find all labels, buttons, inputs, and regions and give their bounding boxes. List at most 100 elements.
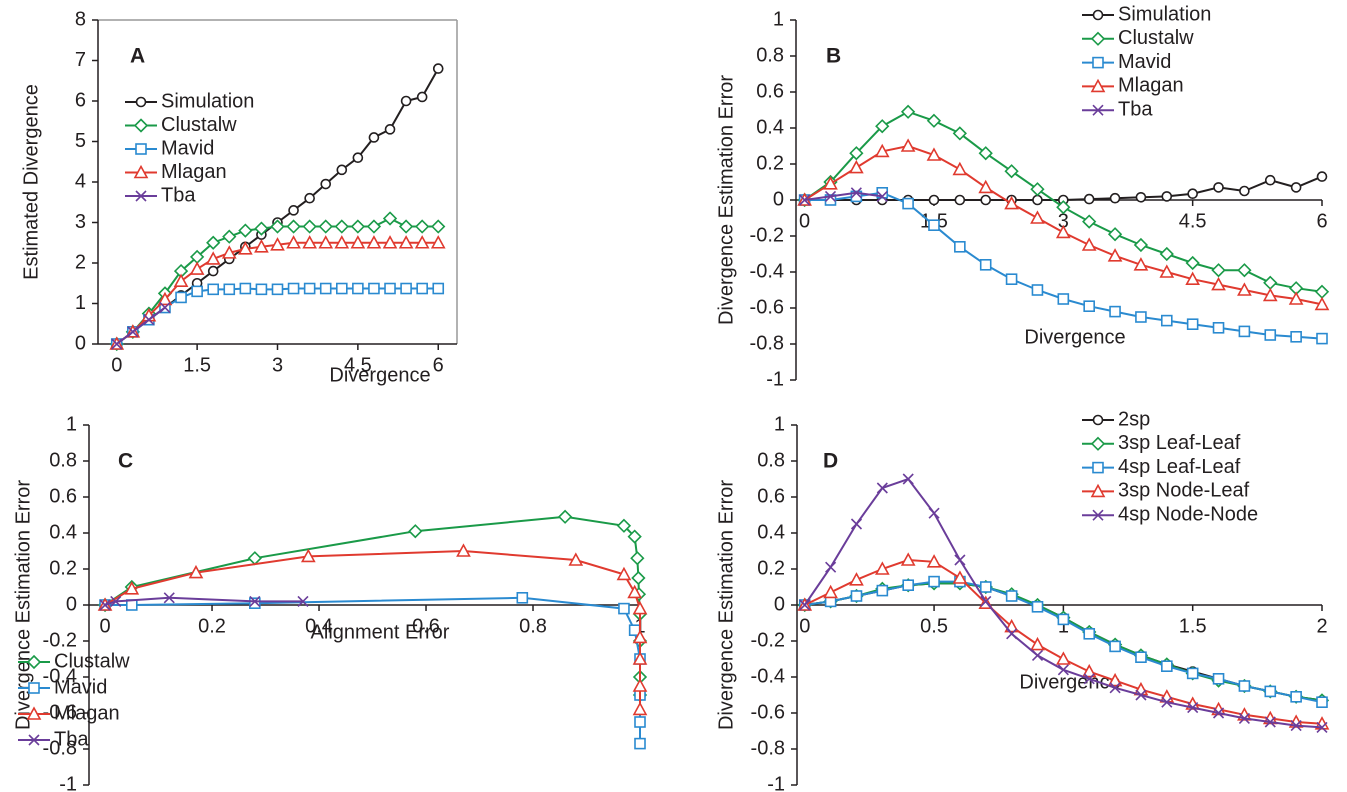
y-tick-label: 0.4 bbox=[756, 116, 784, 138]
legend-label: 3sp Leaf-Leaf bbox=[1118, 432, 1241, 454]
data-point bbox=[1006, 628, 1018, 640]
data-point bbox=[188, 564, 204, 579]
legend-label: Mavid bbox=[54, 676, 107, 698]
data-point bbox=[1135, 192, 1147, 203]
data-point bbox=[350, 219, 366, 234]
data-point bbox=[1031, 600, 1044, 613]
data-point bbox=[320, 178, 332, 190]
x-tick-label: 4.5 bbox=[344, 354, 372, 376]
data-point bbox=[382, 211, 398, 226]
data-point bbox=[431, 219, 446, 234]
data-point bbox=[978, 179, 994, 194]
data-point bbox=[1005, 273, 1018, 286]
data-point bbox=[618, 602, 630, 615]
data-point bbox=[207, 283, 220, 296]
data-point bbox=[1211, 276, 1226, 291]
data-point bbox=[1290, 690, 1302, 703]
data-point bbox=[1187, 188, 1198, 199]
data-point bbox=[1135, 311, 1147, 323]
data-point bbox=[206, 235, 221, 250]
data-point bbox=[173, 273, 189, 288]
data-point bbox=[1056, 200, 1071, 215]
y-tick-label: -0.8 bbox=[750, 332, 784, 354]
data-point bbox=[1004, 195, 1019, 210]
y-tick-label: -0.6 bbox=[751, 701, 785, 723]
y-tick-label: 2 bbox=[75, 251, 86, 273]
y-tick-label: 1 bbox=[773, 8, 784, 30]
x-tick-label: 1.5 bbox=[1179, 615, 1207, 637]
data-point bbox=[270, 237, 285, 251]
x-tick-label: 6 bbox=[433, 354, 444, 376]
legend-label: 4sp Node-Node bbox=[1118, 503, 1258, 525]
data-point bbox=[1237, 263, 1252, 278]
y-tick-label: -1 bbox=[59, 773, 77, 792]
data-point bbox=[1107, 672, 1123, 687]
data-point bbox=[954, 554, 966, 566]
data-point bbox=[302, 235, 317, 249]
legend-label: Clustalw bbox=[161, 114, 237, 136]
data-point bbox=[979, 581, 992, 593]
data-point bbox=[1161, 696, 1173, 708]
data-point bbox=[952, 570, 968, 584]
data-point bbox=[1314, 296, 1330, 311]
legend-marker bbox=[28, 734, 40, 746]
data-point bbox=[1032, 194, 1043, 206]
data-point bbox=[1083, 673, 1095, 685]
data-point bbox=[287, 282, 300, 295]
x-tick-label: 1 bbox=[1058, 615, 1069, 637]
data-point bbox=[384, 124, 396, 135]
data-point bbox=[159, 301, 171, 314]
data-point bbox=[1212, 672, 1225, 685]
y-tick-label: -0.4 bbox=[43, 665, 77, 687]
y-tick-label: 0.6 bbox=[757, 485, 785, 507]
data-point bbox=[318, 235, 334, 249]
data-point bbox=[286, 235, 301, 249]
y-tick-label: -0.2 bbox=[751, 629, 785, 651]
panel-label: B bbox=[826, 45, 841, 68]
y-tick-label: -0.6 bbox=[750, 296, 784, 318]
data-point bbox=[849, 146, 864, 161]
legend-marker bbox=[135, 96, 147, 108]
data-point bbox=[1004, 164, 1019, 179]
data-point bbox=[1057, 613, 1070, 626]
data-point bbox=[1264, 716, 1276, 728]
legend-label: Tba bbox=[54, 728, 89, 750]
data-point bbox=[1030, 636, 1045, 651]
data-point bbox=[127, 326, 139, 338]
data-point bbox=[254, 239, 269, 253]
data-point bbox=[414, 235, 430, 249]
data-point bbox=[239, 282, 252, 295]
y-tick-label: 0.2 bbox=[757, 557, 785, 579]
data-point bbox=[368, 132, 380, 143]
data-point bbox=[902, 579, 915, 592]
data-point bbox=[799, 599, 811, 611]
legend-label: Clustalw bbox=[54, 650, 130, 672]
data-point bbox=[1185, 255, 1200, 271]
data-point bbox=[1262, 287, 1278, 302]
y-tick-label: 7 bbox=[75, 49, 86, 71]
data-point bbox=[954, 241, 966, 253]
x-tick-label: 6 bbox=[1316, 210, 1327, 232]
legend-marker bbox=[1092, 9, 1104, 21]
data-point bbox=[849, 572, 864, 586]
data-point bbox=[1031, 284, 1044, 296]
data-point bbox=[823, 584, 838, 599]
data-point bbox=[1212, 707, 1225, 719]
data-point bbox=[1159, 246, 1174, 262]
y-tick-label: 0 bbox=[774, 593, 785, 615]
data-point bbox=[271, 283, 284, 296]
data-point bbox=[1030, 182, 1045, 197]
data-point bbox=[849, 159, 864, 174]
legend-marker bbox=[1092, 509, 1104, 521]
data-point bbox=[400, 282, 412, 295]
y-tick-label: 0.6 bbox=[49, 485, 77, 507]
series-line bbox=[105, 596, 641, 744]
data-point bbox=[1057, 664, 1069, 676]
data-point bbox=[874, 143, 890, 158]
data-point bbox=[1185, 271, 1201, 286]
data-point bbox=[1316, 332, 1328, 345]
data-point bbox=[1237, 282, 1252, 296]
data-point bbox=[1238, 325, 1251, 338]
data-point bbox=[191, 285, 203, 298]
data-point bbox=[1083, 193, 1095, 205]
